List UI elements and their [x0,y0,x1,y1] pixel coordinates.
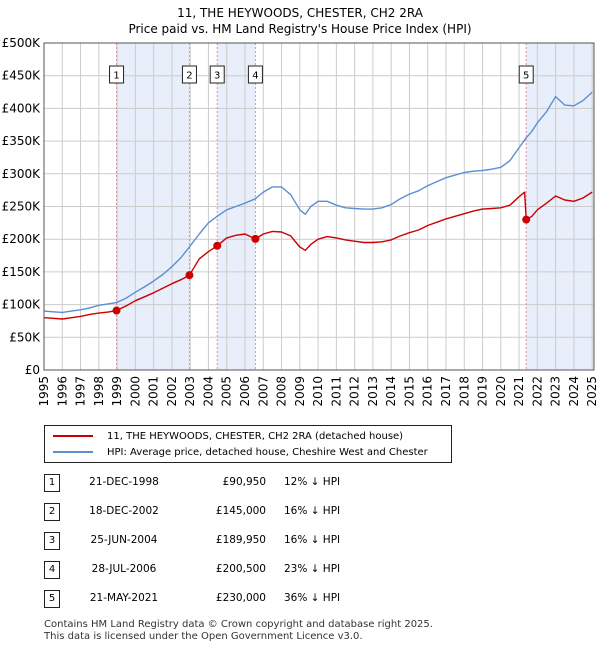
sale-hpi-diff: 16% ↓ HPI [284,534,341,546]
x-tick-label: 2004 [201,376,215,407]
y-tick-label: £250K [2,200,42,214]
sale-number-badge: 5 [44,590,60,608]
sale-point [522,215,531,224]
legend-label-hpi: HPI: Average price, detached house, Ches… [107,446,428,458]
x-tick-label: 1996 [55,376,69,407]
x-tick-label: 2002 [165,376,179,407]
hpi-line [43,91,593,314]
sale-marker-label: 5 [523,71,529,82]
x-tick-label: 2021 [512,376,526,407]
sale-number-badge: 4 [44,561,60,579]
sale-marker-box [209,65,225,84]
x-tick-label: 2011 [329,376,343,407]
plot-frame [43,42,595,371]
sale-marker-box [247,65,263,84]
sale-number-badge: 2 [44,503,60,521]
x-tick-label: 2016 [421,376,435,407]
x-tick-label: 2025 [585,376,599,407]
sale-price: £145,000 [215,505,266,517]
x-tick-label: 2006 [238,376,252,407]
sale-marker-box [109,65,125,84]
table-row: 3 25-JUN-2004 £189,950 16% ↓ HPI [44,530,464,550]
x-tick-label: 2000 [128,376,142,407]
sale-marker-box [181,65,197,84]
sale-point [112,306,121,315]
legend-item-hpi: HPI: Average price, detached house, Ches… [53,445,428,459]
x-tick-label: 1998 [92,376,106,407]
x-tick-label: 2003 [183,376,197,407]
legend-swatch-property [53,435,93,437]
footer: Contains HM Land Registry data © Crown c… [44,619,433,643]
x-tick-label: 2012 [348,376,362,407]
x-tick-label: 2018 [457,376,471,407]
y-tick-label: £450K [2,69,42,83]
table-row: 5 21-MAY-2021 £230,000 36% ↓ HPI [44,588,464,608]
table-row: 1 21-DEC-1998 £90,950 12% ↓ HPI [44,472,464,492]
footer-licence: This data is licensed under the Open Gov… [44,631,363,642]
sale-date: 18-DEC-2002 [89,505,159,517]
y-tick-label: £100K [2,298,42,312]
table-row: 4 28-JUL-2006 £200,500 23% ↓ HPI [44,559,464,579]
sale-hpi-diff: 16% ↓ HPI [284,505,341,517]
x-tick-label: 2022 [530,376,544,407]
legend-label-property: 11, THE HEYWOODS, CHESTER, CH2 2RA (deta… [107,430,404,442]
x-tick-label: 2001 [147,376,161,407]
sale-hpi-diff: 23% ↓ HPI [284,563,341,575]
x-tick-label: 2007 [256,376,270,407]
x-tick-label: 1997 [74,376,88,407]
sale-date: 21-MAY-2021 [89,592,159,604]
sale-hpi-diff: 12% ↓ HPI [284,476,341,488]
x-tick-label: 1995 [37,376,51,407]
y-tick-label: £350K [2,134,42,148]
x-tick-label: 1999 [110,376,124,407]
sale-marker-label: 4 [252,71,258,82]
sale-marker-label: 3 [214,71,220,82]
table-row: 2 18-DEC-2002 £145,000 16% ↓ HPI [44,501,464,521]
x-tick-label: 2008 [275,376,289,407]
sale-price: £90,950 [222,476,266,488]
y-tick-label: £200K [2,232,42,246]
x-tick-label: 2015 [402,376,416,407]
x-tick-label: 2020 [494,376,508,407]
sale-date: 28-JUL-2006 [91,563,157,575]
sale-point [213,241,222,250]
chart-subtitle: Price paid vs. HM Land Registry's House … [128,22,472,36]
sale-price: £230,000 [215,592,266,604]
y-tick-label: £300K [2,167,42,181]
x-tick-label: 2010 [311,376,325,407]
sale-number-badge: 3 [44,532,60,550]
y-tick-label: £400K [2,101,42,115]
sale-price: £189,950 [215,534,266,546]
sale-hpi-diff: 36% ↓ HPI [284,592,341,604]
y-tick-label: £0 [25,363,40,377]
x-tick-label: 2014 [384,376,398,407]
sale-number-badge: 1 [44,474,60,492]
sale-date: 25-JUN-2004 [90,534,158,546]
sale-point [185,271,194,280]
x-tick-label: 2023 [549,376,563,407]
x-tick-label: 2005 [220,376,234,407]
sale-marker-label: 2 [186,71,192,82]
x-tick-label: 2009 [293,376,307,407]
property-price-line [43,191,593,320]
price-chart: £0 £50K £100K £150K £200K £250K £300K £350K £400… [2,36,600,407]
y-tick-label: £500K [2,36,42,50]
x-tick-label: 2017 [439,376,453,407]
legend-item-property: 11, THE HEYWOODS, CHESTER, CH2 2RA (deta… [53,429,403,443]
y-tick-label: £50K [9,330,41,344]
sale-price: £200,500 [215,563,266,575]
footer-copyright: Contains HM Land Registry data © Crown c… [44,619,433,630]
x-tick-label: 2013 [366,376,380,407]
legend-swatch-hpi [53,451,93,453]
sale-date: 21-DEC-1998 [89,476,159,488]
legend: 11, THE HEYWOODS, CHESTER, CH2 2RA (deta… [44,425,452,463]
sale-marker-box [518,65,534,84]
chart-title: 11, THE HEYWOODS, CHESTER, CH2 2RA [177,6,423,20]
x-tick-label: 2024 [567,376,581,407]
y-tick-label: £150K [2,265,42,279]
sale-point [251,234,260,243]
x-tick-label: 2019 [476,376,490,407]
sale-marker-label: 1 [113,71,119,82]
